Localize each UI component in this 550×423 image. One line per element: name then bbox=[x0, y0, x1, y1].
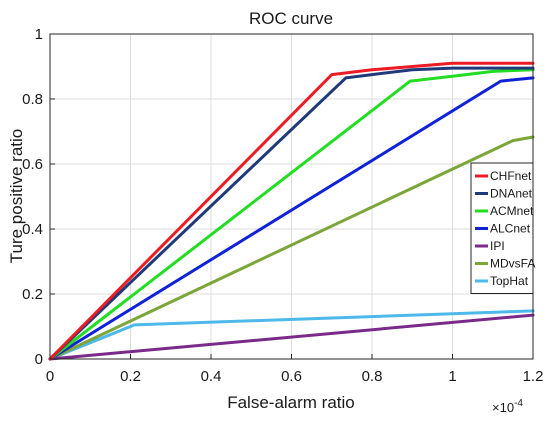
series-line-alcnet bbox=[48, 76, 535, 361]
tick-layer: 0 0.2 0.4 0.6 0.8 1 1.2 0 0.2 0.4 0.6 0.8 1 bbox=[22, 26, 543, 385]
series-line-tophat bbox=[48, 309, 535, 361]
x-tick-label: 0 bbox=[46, 368, 54, 385]
legend-label-tophat: TopHat bbox=[490, 274, 529, 288]
series-line-dnanet bbox=[48, 66, 535, 361]
x-tick-label: 0.6 bbox=[281, 368, 302, 385]
x-tick-label: 0.4 bbox=[201, 368, 222, 385]
x-tick-label: 0.2 bbox=[120, 368, 141, 385]
legend: CHFnet DNAnet ACMnet ALCnet IPI MDvsFA TopHat bbox=[470, 162, 535, 294]
y-tick-label: 0.8 bbox=[22, 91, 43, 108]
series-line-acmnet bbox=[48, 68, 535, 361]
legend-label-dnanet: DNAnet bbox=[490, 187, 533, 201]
legend-label-acmnet: ACMnet bbox=[490, 204, 534, 218]
x-tick-label: 1 bbox=[448, 368, 456, 385]
x-exponent-power: -4 bbox=[514, 398, 523, 409]
legend-box bbox=[470, 162, 534, 294]
chart-title: ROC curve bbox=[249, 9, 333, 28]
x-axis-title: False-alarm ratio bbox=[227, 393, 355, 412]
legend-label-mdvsfa: MDvsFA bbox=[490, 257, 535, 271]
legend-label-ipi: IPI bbox=[490, 239, 505, 253]
y-tick-label: 0.6 bbox=[22, 156, 43, 173]
x-tick-label: 1.2 bbox=[523, 368, 544, 385]
series-line-ipi bbox=[48, 313, 535, 361]
y-axis-title: Ture positive ratio bbox=[7, 129, 26, 263]
y-tick-label: 0.2 bbox=[22, 286, 43, 303]
y-tick-label: 1 bbox=[35, 26, 43, 43]
series-line-mdvsfa bbox=[48, 135, 535, 361]
y-tick-label: 0 bbox=[35, 351, 43, 368]
legend-label-chfnet: CHFnet bbox=[490, 169, 532, 183]
series-layer bbox=[48, 61, 535, 361]
x-exponent-label: ×10-4 bbox=[492, 398, 523, 415]
legend-label-alcnet: ALCnet bbox=[490, 222, 531, 236]
grid-layer bbox=[50, 34, 533, 359]
x-exponent-base: ×10 bbox=[492, 400, 514, 415]
x-tick-label: 0.8 bbox=[362, 368, 383, 385]
series-line-chfnet bbox=[48, 61, 535, 361]
y-tick-label: 0.4 bbox=[22, 221, 43, 238]
